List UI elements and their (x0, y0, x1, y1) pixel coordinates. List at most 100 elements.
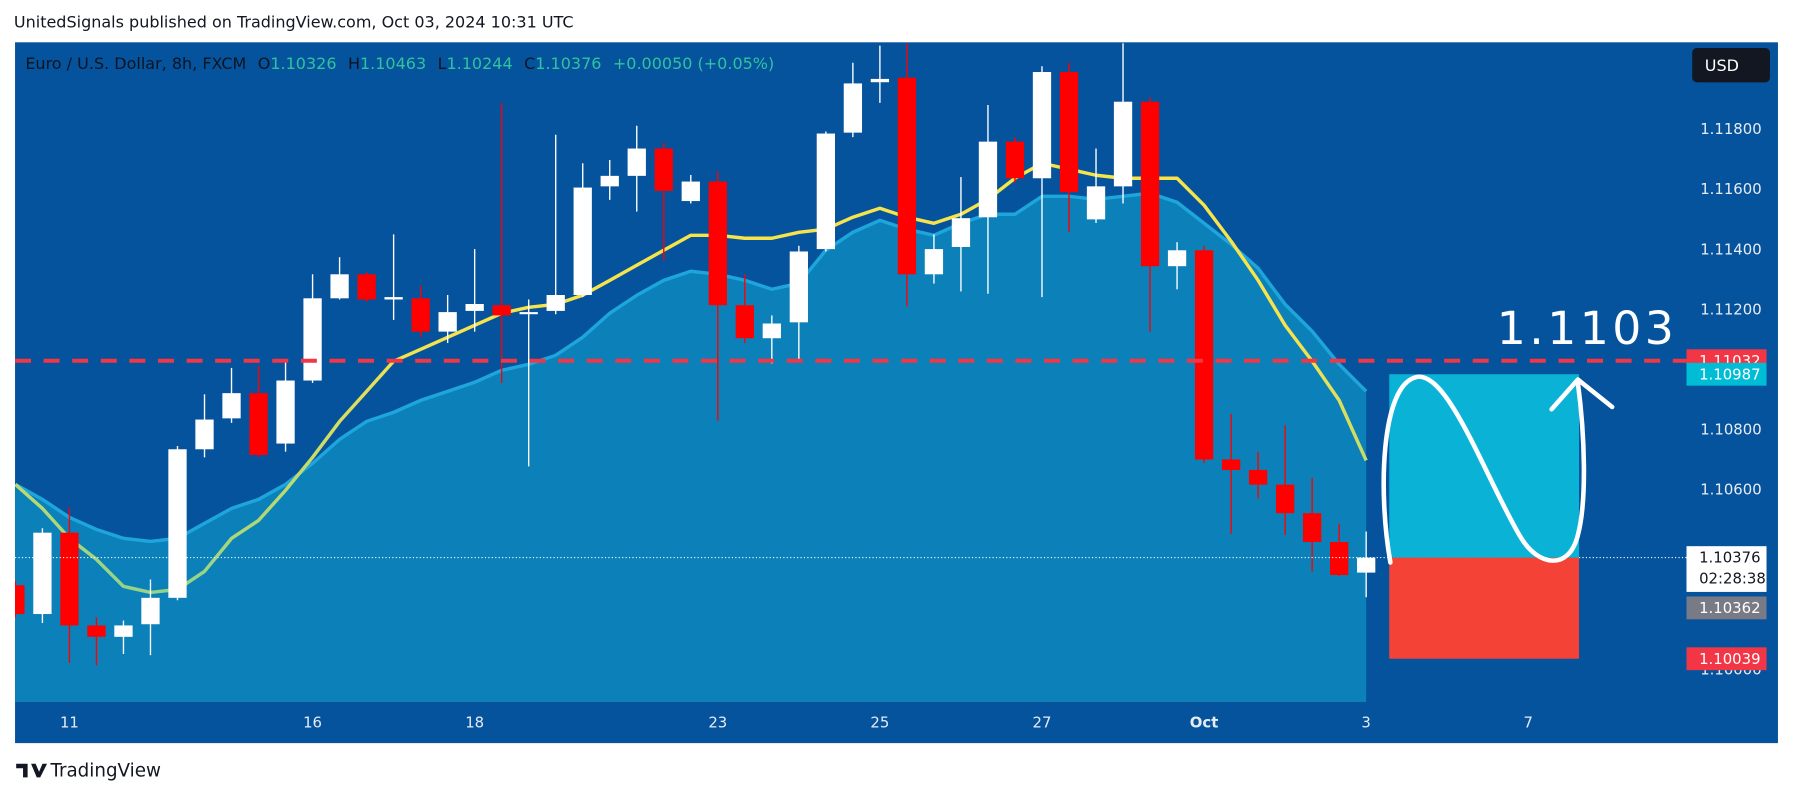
y-tick-label: 1.11800 (1700, 120, 1761, 138)
candle-body (384, 297, 403, 300)
legend-change: +0.00050 (+0.05%) (613, 54, 774, 73)
candle-body (870, 78, 890, 83)
price-label: 1.10987 (1699, 365, 1760, 383)
candle-body (681, 181, 700, 202)
stop-zone (1389, 557, 1580, 659)
candle-body (1059, 72, 1079, 193)
candle-body (1221, 459, 1241, 470)
price-label: 1.10362 (1699, 599, 1760, 617)
brand-footer: TradingView (16, 761, 161, 782)
candle-body (627, 148, 646, 176)
y-tick-label: 1.11600 (1700, 180, 1761, 198)
x-tick-label: 3 (1361, 714, 1370, 732)
candle-body (1086, 186, 1106, 220)
hand-drawn-arrow (1549, 377, 1615, 412)
candle-body (789, 251, 808, 323)
legend-key: O (258, 54, 271, 73)
candle-body (411, 298, 430, 332)
y-tick-label: 1.11400 (1700, 240, 1761, 258)
legend-key: L (438, 54, 447, 73)
y-tick-label: 1.10600 (1700, 480, 1761, 498)
y-tick-label: 1.11200 (1700, 300, 1761, 318)
price-label: 1.10376 (1699, 549, 1760, 567)
candle-body (1275, 484, 1295, 514)
candle-body (600, 175, 619, 187)
legend-value: 1.10376 (535, 54, 601, 73)
candle-body (1330, 542, 1349, 576)
countdown-label: 02:28:38 (1699, 569, 1766, 587)
candle-body (1005, 141, 1025, 179)
currency-label[interactable]: USD (1705, 56, 1739, 75)
hand-drawn-curve (1381, 374, 1587, 565)
candle-body (249, 393, 268, 455)
candle-body (1357, 557, 1376, 573)
candle-body (708, 181, 727, 306)
legend-value: 1.10244 (447, 54, 513, 73)
candle-body (1302, 513, 1322, 543)
x-tick-label: 9 (1686, 714, 1695, 732)
candle-body (924, 249, 944, 275)
x-tick-label: 27 (1033, 714, 1052, 732)
x-tick-label: 18 (465, 714, 484, 732)
candle-body (303, 298, 322, 381)
candle-body (357, 274, 376, 300)
candle-body (1140, 101, 1160, 267)
candle-body (897, 77, 917, 275)
candle-body (330, 274, 349, 299)
candle-body (276, 380, 295, 444)
candle-body (1167, 250, 1187, 267)
publish-header: UnitedSignals published on TradingView.c… (14, 12, 574, 31)
legend-value: 1.10463 (360, 54, 426, 73)
candle-body (222, 393, 241, 419)
x-tick-label: 16 (303, 714, 322, 732)
brand-name: TradingView (49, 761, 161, 782)
candle-body (951, 218, 971, 247)
candle-body (195, 419, 214, 450)
x-tick-label: 7 (1524, 714, 1533, 732)
legend: Euro / U.S. Dollar, 8h, FXCM O1.10326 H1.1… (25, 54, 774, 73)
candle-body (843, 83, 863, 133)
candle-body (816, 133, 836, 250)
price-label: 1.10039 (1699, 650, 1760, 668)
price-label-bg (1686, 546, 1767, 592)
legend-key: C (524, 54, 535, 73)
candle-body (87, 625, 106, 637)
candle-body (1032, 72, 1052, 179)
usd-button[interactable]: USD (1692, 48, 1770, 83)
price-label-bg (1686, 596, 1767, 620)
legend-symbol: Euro / U.S. Dollar, 8h, FXCM (25, 54, 246, 73)
legend-text: Euro / U.S. Dollar, 8h, FXCM O1.10326 H1.1… (25, 54, 774, 73)
candle-body (654, 148, 673, 191)
usd-button-bg[interactable] (1692, 48, 1770, 83)
candle-body (33, 532, 52, 615)
candle-body (546, 295, 565, 311)
ma-area (15, 193, 1367, 702)
legend-key: H (348, 54, 360, 73)
legend-value: 1.10326 (270, 54, 336, 73)
candle-body (60, 532, 79, 626)
candle-body (978, 141, 998, 218)
candle-body (492, 305, 511, 316)
candle-body (1194, 250, 1214, 460)
candle-body (114, 625, 133, 637)
price-label-bg (1686, 362, 1767, 386)
candle-body (141, 597, 160, 625)
candle-body (519, 312, 538, 315)
price-label-bg (1686, 647, 1767, 671)
brand-logo (16, 763, 48, 778)
candle-body (1248, 469, 1268, 485)
x-tick-label: Oct (1190, 714, 1219, 732)
time-axis: 11 16 18 23 25 27 Oct 3 7 9 (60, 714, 1695, 732)
candle-body (573, 187, 592, 296)
candle-body (438, 312, 457, 332)
price-annotation: 1.1103 (1497, 302, 1678, 355)
x-tick-label: 23 (708, 714, 727, 732)
plot-area: 1.1103 (15, 43, 1687, 702)
candle-body (1113, 101, 1133, 187)
candle-body (15, 585, 25, 615)
candle-body (735, 305, 754, 339)
candle-body (168, 449, 187, 598)
price-axis: 1.100001.106001.108001.112001.114001.116… (1686, 120, 1767, 678)
candle-body (465, 304, 484, 311)
